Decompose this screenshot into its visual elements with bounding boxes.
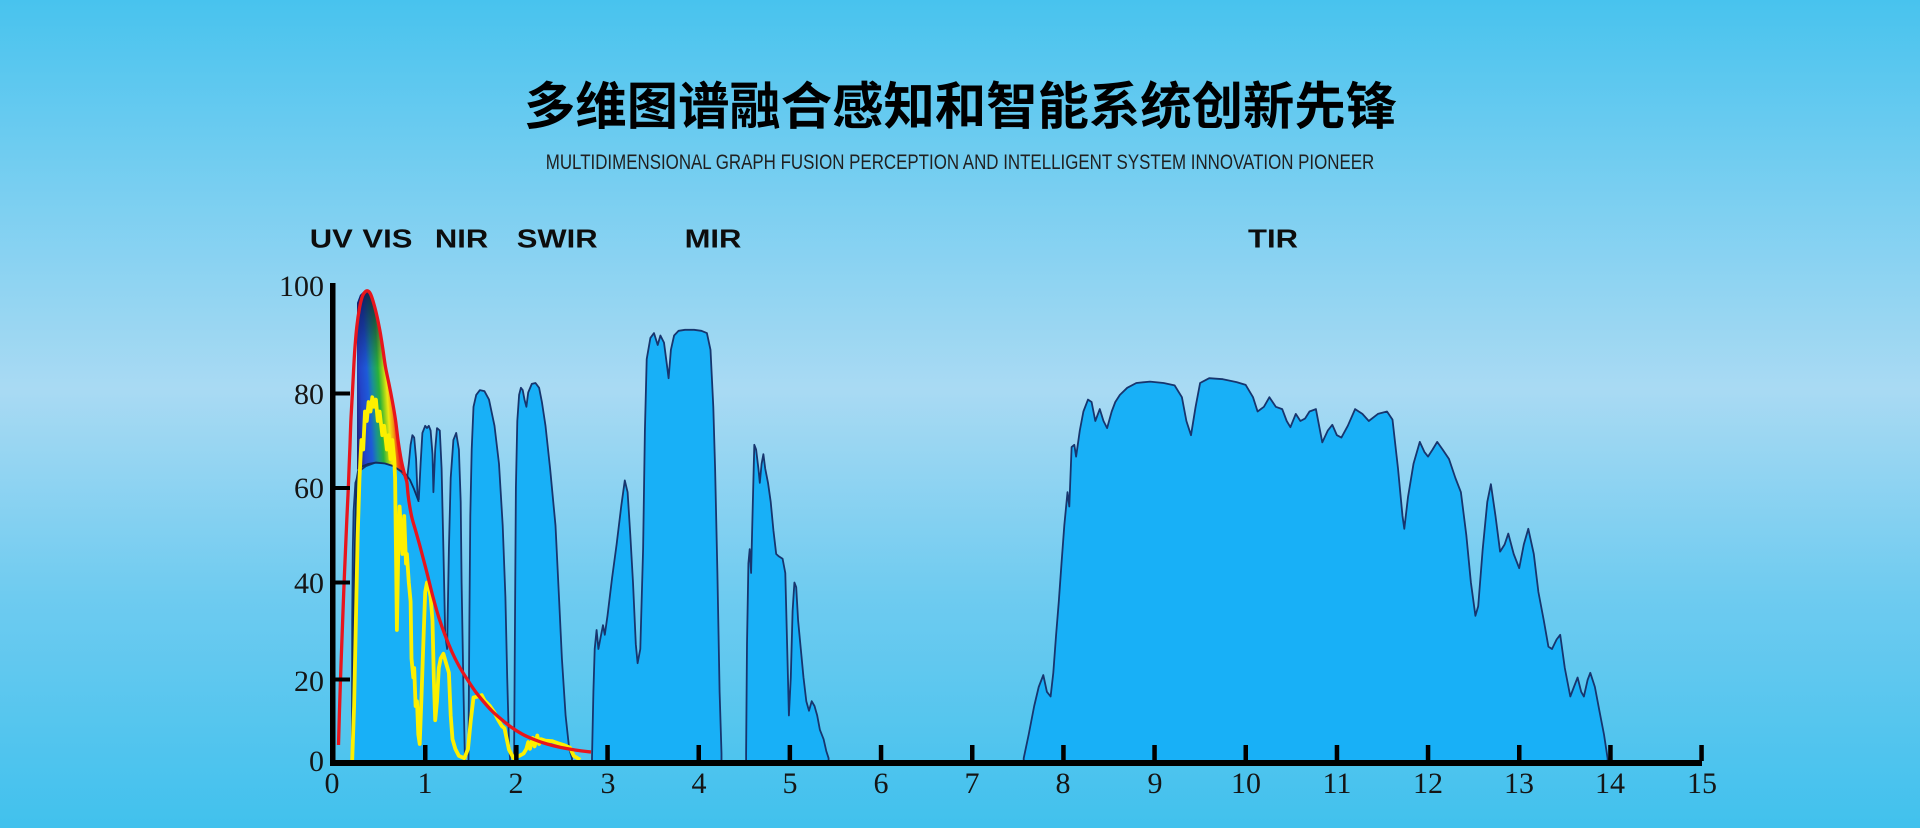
- svg-text:0: 0: [309, 745, 324, 778]
- svg-text:8: 8: [1056, 767, 1071, 800]
- svg-text:0: 0: [325, 767, 340, 800]
- svg-text:13: 13: [1504, 767, 1534, 800]
- svg-text:5: 5: [783, 767, 798, 800]
- svg-text:80: 80: [294, 378, 324, 411]
- svg-text:60: 60: [294, 472, 324, 505]
- svg-text:6: 6: [874, 767, 889, 800]
- svg-text:100: 100: [279, 270, 324, 303]
- svg-text:11: 11: [1323, 767, 1352, 800]
- svg-text:15: 15: [1687, 767, 1717, 800]
- svg-text:20: 20: [294, 665, 324, 698]
- svg-text:40: 40: [294, 567, 324, 600]
- svg-text:10: 10: [1231, 767, 1261, 800]
- svg-text:12: 12: [1413, 767, 1443, 800]
- svg-text:1: 1: [418, 767, 433, 800]
- svg-text:2: 2: [509, 767, 524, 800]
- svg-text:4: 4: [692, 767, 707, 800]
- svg-text:7: 7: [965, 767, 980, 800]
- svg-text:14: 14: [1595, 767, 1625, 800]
- svg-text:9: 9: [1148, 767, 1163, 800]
- svg-text:3: 3: [601, 767, 616, 800]
